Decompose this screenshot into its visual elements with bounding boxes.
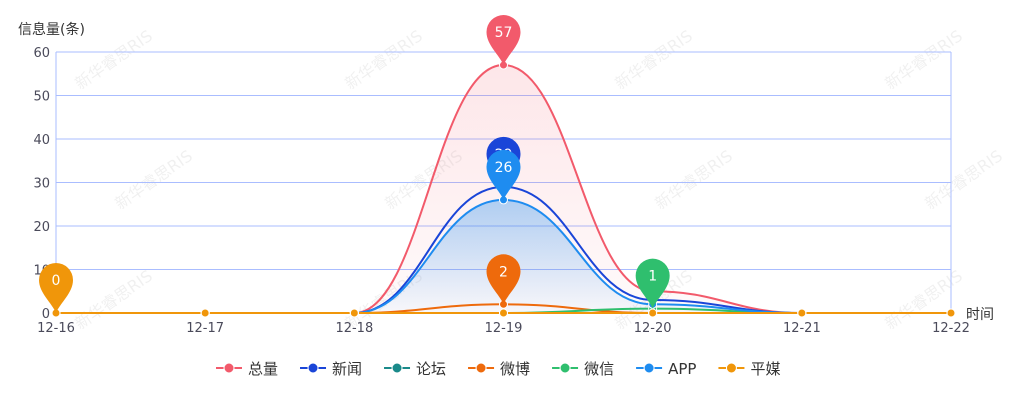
y-axis-title: 信息量(条) xyxy=(18,21,85,38)
max-marker-pin[interactable] xyxy=(39,262,73,313)
y-tick-label: 0 xyxy=(42,307,50,322)
max-marker-label: 1 xyxy=(648,269,657,285)
legend-marker[interactable] xyxy=(475,362,487,374)
data-point[interactable] xyxy=(499,308,508,318)
data-point[interactable] xyxy=(797,308,807,318)
y-tick-label: 30 xyxy=(33,177,50,192)
data-point[interactable] xyxy=(946,308,956,318)
x-tick-label: 12-20 xyxy=(634,321,672,336)
y-tick-label: 60 xyxy=(33,46,50,61)
legend-label[interactable]: 论坛 xyxy=(416,360,446,378)
max-marker-label: 26 xyxy=(495,160,513,176)
legend-label[interactable]: 总量 xyxy=(248,360,278,378)
max-marker-pin[interactable] xyxy=(635,258,670,309)
legend-marker[interactable] xyxy=(559,362,571,374)
x-tick-label: 12-17 xyxy=(186,321,224,336)
watermark: 新华睿思RIS xyxy=(341,26,426,93)
watermark: 新华睿思RIS xyxy=(881,26,966,93)
legend-label[interactable]: 平媒 xyxy=(750,360,780,378)
legend-marker[interactable] xyxy=(391,362,403,374)
legend-marker[interactable] xyxy=(725,362,737,374)
max-marker-label: 57 xyxy=(495,25,513,41)
x-tick-label: 12-18 xyxy=(335,321,373,336)
data-point[interactable] xyxy=(648,308,658,318)
legend-marker[interactable] xyxy=(307,362,319,374)
max-marker-label: 0 xyxy=(52,273,61,289)
max-marker-pin[interactable] xyxy=(486,15,521,66)
watermark: 新华睿思RIS xyxy=(651,146,736,213)
legend-label[interactable]: 微信 xyxy=(584,360,614,378)
legend-marker[interactable] xyxy=(223,362,235,374)
max-marker-label: 2 xyxy=(499,264,508,280)
y-tick-label: 50 xyxy=(33,90,50,105)
legend-label[interactable]: APP xyxy=(668,360,696,378)
x-tick-label: 12-21 xyxy=(783,321,821,336)
legend-label[interactable]: 新闻 xyxy=(332,360,362,378)
data-point[interactable] xyxy=(200,308,210,318)
legend-label[interactable]: 微博 xyxy=(500,360,530,378)
data-point[interactable] xyxy=(349,308,359,318)
x-axis-title: 时间 xyxy=(966,307,994,323)
x-tick-label: 12-22 xyxy=(932,321,970,336)
y-tick-label: 20 xyxy=(33,220,50,235)
watermark: 新华睿思RIS xyxy=(111,146,196,213)
max-marker-pin[interactable] xyxy=(486,254,521,305)
x-tick-label: 12-19 xyxy=(485,321,523,336)
legend-marker[interactable] xyxy=(643,362,655,374)
watermark: 新华睿思RIS xyxy=(921,146,1006,213)
x-tick-label: 12-16 xyxy=(37,321,75,336)
watermark: 新华睿思RIS xyxy=(71,266,156,333)
watermark: 新华睿思RIS xyxy=(611,26,696,93)
max-marker-pin[interactable] xyxy=(486,149,521,200)
y-tick-label: 40 xyxy=(33,133,50,148)
